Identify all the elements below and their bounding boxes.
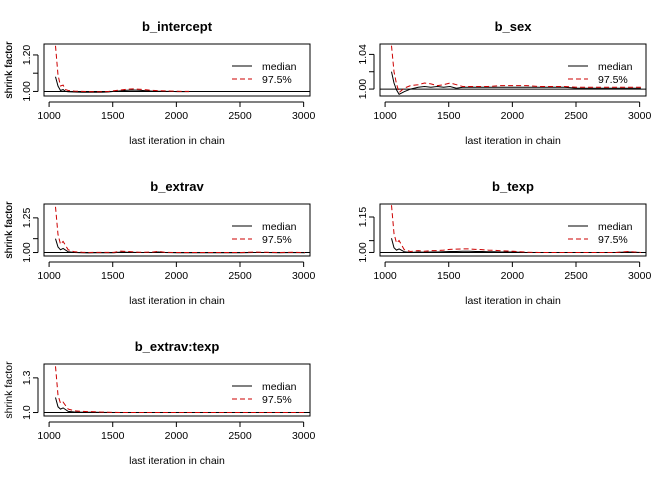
legend-label-median: median	[262, 61, 297, 73]
x-tick-label: 2000	[165, 430, 189, 442]
series-line-97-5	[391, 45, 641, 94]
x-tick-label: 2500	[228, 110, 252, 122]
y-tick-label: 1.00	[357, 242, 369, 263]
series-line-97-5	[55, 366, 305, 413]
legend-label-97-5: 97.5%	[598, 74, 628, 86]
x-axis-label: last iteration in chain	[129, 135, 225, 147]
panel-b-texp: b_texp 1000 1500 2000 2500 3000 last iteration…	[3, 179, 651, 307]
legend-label-97-5: 97.5%	[262, 394, 292, 406]
legend-label-median: median	[598, 61, 633, 73]
panel-b-intercept: b_intercept 1000 1500 2000 2500 3000 last iter…	[3, 19, 315, 147]
legend-label-median: median	[598, 221, 633, 233]
y-tick-label: 1.00	[21, 242, 33, 263]
series-line-97-5	[55, 206, 305, 254]
x-tick-label: 1500	[101, 270, 125, 282]
y-axis-label: shrink factor	[3, 201, 15, 259]
x-tick-label: 1500	[101, 430, 125, 442]
x-tick-label: 1000	[373, 110, 397, 122]
x-tick-label: 2500	[564, 110, 588, 122]
y-axis-label: shrink factor	[3, 201, 15, 259]
panel-title: b_extrav	[150, 179, 204, 194]
x-tick-label: 3000	[628, 110, 652, 122]
x-axis-label: last iteration in chain	[129, 295, 225, 307]
panel-title: b_intercept	[142, 19, 213, 34]
x-axis-label: last iteration in chain	[465, 135, 561, 147]
y-tick-label: 1.20	[21, 45, 33, 66]
x-tick-label: 2000	[501, 270, 525, 282]
x-tick-label: 2500	[228, 430, 252, 442]
x-tick-label: 1000	[37, 110, 61, 122]
x-tick-label: 1000	[37, 270, 61, 282]
y-tick-label: 1.25	[21, 207, 33, 228]
legend-label-97-5: 97.5%	[262, 234, 292, 246]
y-tick-label: 1.15	[357, 207, 369, 228]
x-tick-label: 1000	[37, 430, 61, 442]
y-axis-label: shrink factor	[3, 41, 15, 99]
y-tick-label: 1.00	[21, 81, 33, 102]
y-tick-label: 1.00	[357, 79, 369, 100]
panel-b-extrav: b_extrav 1000 1500 2000 2500 3000 last iterati…	[3, 179, 315, 307]
x-tick-label: 3000	[292, 110, 316, 122]
plot-frame	[379, 203, 647, 257]
x-axis-label: last iteration in chain	[465, 295, 561, 307]
x-tick-label: 3000	[628, 270, 652, 282]
x-tick-label: 3000	[292, 270, 316, 282]
legend-label-median: median	[262, 221, 297, 233]
y-tick-label: 1.04	[357, 44, 369, 65]
x-tick-label: 2000	[165, 270, 189, 282]
plot-frame	[43, 363, 311, 417]
y-axis-label: shrink factor	[3, 361, 15, 419]
x-tick-label: 1000	[373, 270, 397, 282]
y-axis-label: shrink factor	[3, 41, 15, 99]
y-tick-label: 1.0	[21, 405, 33, 420]
legend-label-97-5: 97.5%	[598, 234, 628, 246]
x-tick-label: 2500	[564, 270, 588, 282]
legend-label-97-5: 97.5%	[262, 74, 292, 86]
y-tick-label: 1.3	[21, 370, 33, 385]
x-tick-label: 2000	[165, 110, 189, 122]
plot-frame	[43, 203, 311, 257]
x-tick-label: 2500	[228, 270, 252, 282]
x-tick-label: 2000	[501, 110, 525, 122]
plot-frame	[43, 43, 311, 97]
panel-title: b_texp	[492, 179, 534, 194]
series-line-median	[391, 238, 641, 254]
series-line-median	[391, 71, 641, 95]
x-tick-label: 3000	[292, 430, 316, 442]
plot-frame	[379, 43, 647, 97]
legend-label-median: median	[262, 381, 297, 393]
x-axis-label: last iteration in chain	[129, 455, 225, 467]
x-tick-label: 1500	[437, 270, 461, 282]
series-line-97-5	[55, 45, 190, 93]
x-tick-label: 1500	[437, 110, 461, 122]
x-tick-label: 1500	[101, 110, 125, 122]
series-line-97-5	[391, 205, 641, 253]
panel-b-sex: b_sex 1000 1500 2000 2500 3000 last iteration …	[3, 19, 651, 147]
panel-title: b_extrav:texp	[135, 339, 220, 354]
panel-title: b_sex	[495, 19, 533, 34]
panel-b-extrav-texp: b_extrav:texp 1000 1500 2000 2500 3000 last it…	[3, 339, 315, 467]
